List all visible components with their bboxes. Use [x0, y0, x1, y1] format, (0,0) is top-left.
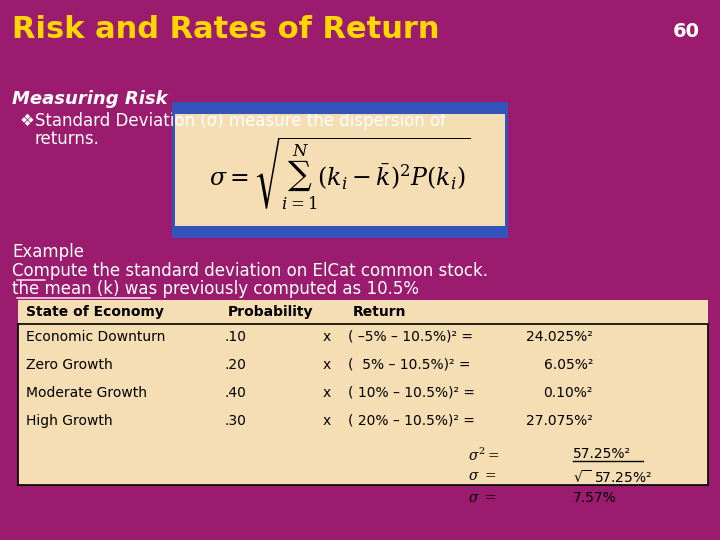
Text: Example: Example — [12, 243, 84, 261]
Text: ( 20% – 10.5%)² =: ( 20% – 10.5%)² = — [348, 414, 475, 428]
Text: .40: .40 — [224, 386, 246, 400]
Text: $\sigma\ =$: $\sigma\ =$ — [468, 469, 497, 483]
Text: 6.05%²: 6.05%² — [544, 358, 593, 372]
Text: (  5% – 10.5%)² =: ( 5% – 10.5%)² = — [348, 358, 470, 372]
Text: 7.57%: 7.57% — [573, 491, 617, 505]
Text: $\sigma\ =$: $\sigma\ =$ — [468, 491, 497, 505]
Text: x: x — [323, 414, 331, 428]
Text: ( 10% – 10.5%)² =: ( 10% – 10.5%)² = — [348, 386, 475, 400]
Bar — [172, 226, 508, 238]
Text: Return: Return — [353, 305, 407, 319]
Text: State of Economy: State of Economy — [26, 305, 164, 319]
Bar — [18, 300, 708, 485]
FancyBboxPatch shape — [172, 102, 508, 238]
Text: Measuring Risk: Measuring Risk — [12, 90, 168, 108]
Text: 27.075%²: 27.075%² — [526, 414, 593, 428]
Text: 0.10%²: 0.10%² — [544, 386, 593, 400]
Text: Risk and Rates of Return: Risk and Rates of Return — [12, 15, 439, 44]
Text: Probability: Probability — [228, 305, 313, 319]
Text: Compute the standard deviation on ElCat common stock.: Compute the standard deviation on ElCat … — [12, 262, 488, 280]
Text: 60: 60 — [673, 22, 700, 41]
Text: ❖Standard Deviation (σ) measure the dispersion of: ❖Standard Deviation (σ) measure the disp… — [20, 112, 446, 130]
Text: x: x — [323, 386, 331, 400]
Text: x: x — [323, 330, 331, 344]
Text: returns.: returns. — [34, 130, 99, 148]
Text: .30: .30 — [224, 414, 246, 428]
Bar — [175, 114, 505, 226]
Text: ( –5% – 10.5%)² =: ( –5% – 10.5%)² = — [348, 330, 473, 344]
Text: $\sqrt{\ }$ 57.25%²: $\sqrt{\ }$ 57.25%² — [573, 469, 652, 486]
Text: the mean (k) was previously computed as 10.5%: the mean (k) was previously computed as … — [12, 280, 419, 298]
Text: .10: .10 — [224, 330, 246, 344]
Text: High Growth: High Growth — [26, 414, 112, 428]
Text: Moderate Growth: Moderate Growth — [26, 386, 147, 400]
Text: x: x — [323, 358, 331, 372]
Text: $\sigma = \sqrt{\sum_{i=1}^{N}(k_i - \bar{k})^2 P(k_i)}$: $\sigma = \sqrt{\sum_{i=1}^{N}(k_i - \ba… — [210, 136, 471, 212]
Text: .20: .20 — [224, 358, 246, 372]
Text: Economic Downturn: Economic Downturn — [26, 330, 166, 344]
Text: $\sigma^2 =$: $\sigma^2 =$ — [468, 447, 500, 464]
Bar — [172, 102, 508, 114]
Text: 57.25%²: 57.25%² — [573, 447, 631, 461]
Text: 24.025%²: 24.025%² — [526, 330, 593, 344]
Text: Zero Growth: Zero Growth — [26, 358, 113, 372]
